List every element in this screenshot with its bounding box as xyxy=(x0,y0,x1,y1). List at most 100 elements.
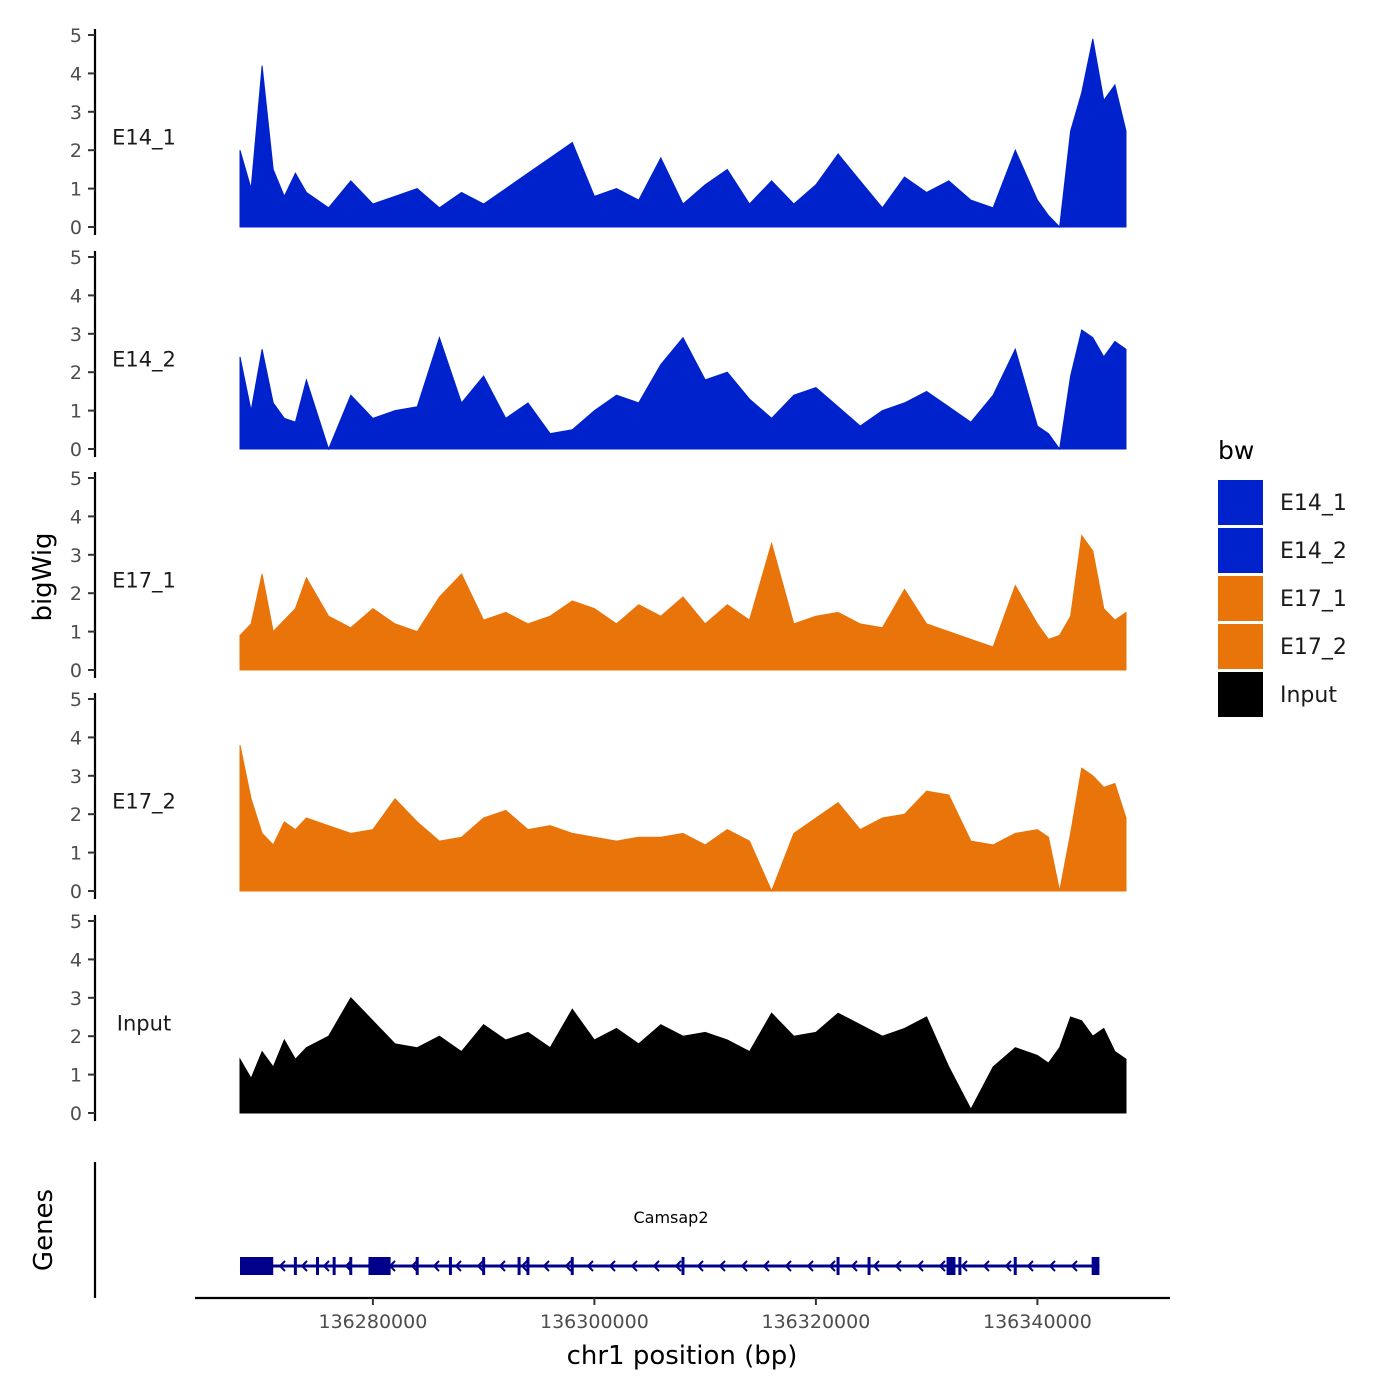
strand-arrow xyxy=(410,1260,418,1272)
track-E14_2: 0 1 2 3 4 5 E14_2 xyxy=(70,247,1127,461)
y-tick-label: 4 xyxy=(70,506,82,528)
legend-swatch-E14_2 xyxy=(1218,528,1263,573)
coverage-area-E17_2 xyxy=(239,744,1127,893)
strand-arrow xyxy=(784,1260,792,1272)
y-tick-label: 4 xyxy=(70,285,82,307)
strand-arrow xyxy=(916,1260,924,1272)
gene-exon-minor xyxy=(867,1257,871,1275)
y-tick-label: 4 xyxy=(70,63,82,85)
gene-exon-minor xyxy=(349,1257,353,1275)
y-tick-label: 1 xyxy=(70,622,82,644)
gene-exon-minor xyxy=(681,1257,685,1275)
x-tick-label: 136320000 xyxy=(762,1311,871,1333)
y-axis-title: bigWig xyxy=(28,532,58,621)
strand-arrow xyxy=(322,1260,330,1272)
x-tick-label: 136280000 xyxy=(319,1311,428,1333)
y-tick-label: 3 xyxy=(70,324,82,346)
coverage-tracks: 0 1 2 3 4 5 E14_1 0 1 2 3 4 5 E14_2 0 1 2 3 4 5 E17_1 0 1 2 3 4 5 E… xyxy=(70,25,1127,1125)
legend-swatch-E14_1 xyxy=(1218,480,1263,525)
track-label-E17_1: E17_1 xyxy=(112,569,176,594)
strand-arrow xyxy=(520,1260,528,1272)
y-tick-label: 0 xyxy=(70,217,82,239)
strand-arrow xyxy=(938,1260,946,1272)
y-tick-label: 5 xyxy=(70,468,82,490)
gene-exon-minor xyxy=(526,1257,530,1275)
x-axis-title: chr1 position (bp) xyxy=(567,1341,798,1371)
coverage-area-Input xyxy=(239,996,1127,1114)
y-tick-label: 4 xyxy=(70,727,82,749)
y-tick-label: 3 xyxy=(70,988,82,1010)
strand-arrow xyxy=(696,1260,704,1272)
x-axis: 136280000 136300000 136320000 136340000 chr… xyxy=(195,1296,1170,1371)
y-tick-label: 4 xyxy=(70,949,82,971)
gene-exon xyxy=(946,1257,956,1275)
y-tick-label: 5 xyxy=(70,247,82,269)
gene-exon-minor xyxy=(958,1257,962,1275)
y-tick-label: 1 xyxy=(70,401,82,423)
legend-label-E17_1: E17_1 xyxy=(1280,587,1347,612)
coverage-area-E17_1 xyxy=(239,534,1127,671)
strand-arrow xyxy=(806,1260,814,1272)
strand-arrow xyxy=(762,1260,770,1272)
coverage-area-E14_1 xyxy=(239,38,1127,229)
strand-arrow xyxy=(1070,1260,1078,1272)
track-E17_2: 0 1 2 3 4 5 E17_2 xyxy=(70,689,1127,903)
strand-arrow xyxy=(872,1260,880,1272)
strand-arrow xyxy=(542,1260,550,1272)
strand-arrow xyxy=(740,1260,748,1272)
gene-track-title: Genes xyxy=(29,1189,59,1271)
y-tick-label: 2 xyxy=(70,583,82,605)
strand-arrow xyxy=(1004,1260,1012,1272)
legend-label-E14_1: E14_1 xyxy=(1280,491,1347,516)
strand-arrow xyxy=(828,1260,836,1272)
gene-exon xyxy=(368,1257,391,1275)
strand-arrow xyxy=(674,1260,682,1272)
track-label-Input: Input xyxy=(117,1012,171,1036)
gene-track: Genes Camsap2 xyxy=(29,1162,1100,1298)
gene-model xyxy=(240,1257,1100,1275)
gene-exon xyxy=(240,1257,274,1275)
strand-arrow xyxy=(630,1260,638,1272)
gene-exon-minor xyxy=(1013,1257,1017,1275)
strand-arrow xyxy=(476,1260,484,1272)
gene-exon-minor xyxy=(316,1257,320,1275)
gene-exon-minor xyxy=(448,1257,452,1275)
strand-arrow xyxy=(564,1260,572,1272)
track-label-E14_2: E14_2 xyxy=(112,348,176,373)
y-tick-label: 0 xyxy=(70,881,82,903)
y-tick-label: 3 xyxy=(70,102,82,124)
x-axis-ticks: 136280000 136300000 136320000 136340000 xyxy=(319,1298,1092,1333)
strand-arrow xyxy=(498,1260,506,1272)
x-tick-label: 136300000 xyxy=(540,1311,649,1333)
track-label-E14_1: E14_1 xyxy=(112,126,176,151)
y-tick-label: 5 xyxy=(70,25,82,47)
y-tick-label: 1 xyxy=(70,1065,82,1087)
y-tick-label: 0 xyxy=(70,660,82,682)
y-tick-label: 2 xyxy=(70,1026,82,1048)
strand-arrow xyxy=(718,1260,726,1272)
track-E17_1: 0 1 2 3 4 5 E17_1 xyxy=(70,468,1127,682)
track-label-E17_2: E17_2 xyxy=(112,790,176,815)
strand-arrow xyxy=(1048,1260,1056,1272)
gene-exon-minor xyxy=(517,1257,521,1275)
strand-arrow xyxy=(850,1260,858,1272)
legend-swatch-E17_1 xyxy=(1218,576,1263,621)
track-E14_1: 0 1 2 3 4 5 E14_1 xyxy=(70,25,1127,239)
gene-name-label: Camsap2 xyxy=(633,1208,708,1227)
strand-arrow xyxy=(278,1260,286,1272)
legend-label-Input: Input xyxy=(1280,683,1337,708)
gene-exon-minor xyxy=(836,1257,840,1275)
strand-arrow xyxy=(608,1260,616,1272)
strand-arrow xyxy=(960,1260,968,1272)
strand-arrow xyxy=(300,1260,308,1272)
coverage-area-E14_2 xyxy=(239,329,1127,451)
y-tick-label: 1 xyxy=(70,843,82,865)
strand-arrow xyxy=(432,1260,440,1272)
y-tick-label: 3 xyxy=(70,545,82,567)
gene-exon xyxy=(1091,1257,1100,1275)
gene-exon-minor xyxy=(570,1257,574,1275)
x-tick-label: 136340000 xyxy=(983,1311,1092,1333)
legend-swatch-Input xyxy=(1218,672,1263,717)
legend-swatch-E17_2 xyxy=(1218,624,1263,669)
